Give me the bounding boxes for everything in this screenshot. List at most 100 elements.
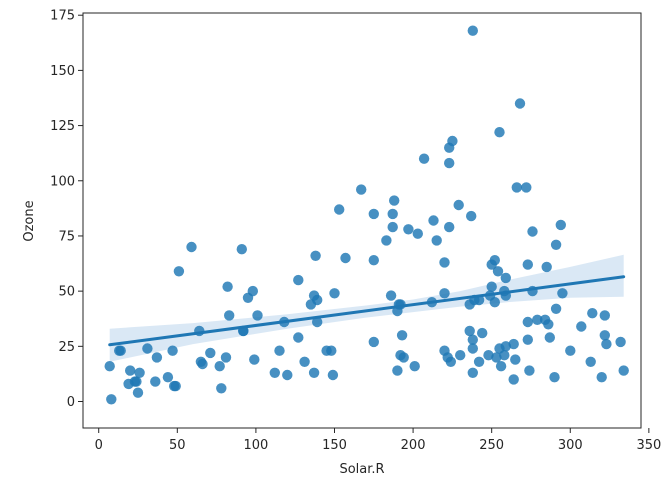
data-point	[293, 332, 304, 343]
data-point	[106, 394, 117, 405]
data-point	[205, 347, 216, 359]
data-point	[142, 343, 153, 354]
data-point	[368, 336, 379, 348]
data-point	[398, 352, 409, 363]
data-point	[134, 367, 145, 378]
y-tick-label: 175	[50, 9, 75, 24]
data-point	[431, 235, 442, 246]
data-point	[455, 350, 466, 361]
data-point	[249, 354, 260, 365]
x-tick-label: 100	[243, 438, 268, 453]
data-point	[576, 321, 587, 332]
data-point	[587, 308, 598, 319]
data-point	[514, 98, 526, 109]
data-point	[585, 356, 596, 367]
y-tick-label: 150	[50, 64, 75, 79]
data-point	[555, 219, 566, 231]
x-tick-label: 350	[636, 438, 661, 453]
data-point	[409, 361, 420, 372]
data-point	[500, 341, 511, 352]
data-point	[334, 204, 345, 215]
data-point	[510, 354, 521, 365]
data-point	[115, 345, 126, 356]
data-point	[186, 241, 197, 253]
data-point	[492, 266, 504, 277]
data-point	[508, 374, 519, 385]
data-point	[444, 157, 455, 169]
data-point	[521, 182, 532, 193]
data-point	[389, 195, 400, 206]
data-point	[170, 380, 181, 392]
data-point	[467, 367, 478, 378]
data-point	[220, 352, 232, 363]
data-point	[299, 356, 310, 367]
x-tick-label: 250	[479, 438, 504, 453]
data-point	[486, 281, 497, 292]
data-point	[467, 343, 478, 354]
data-point	[310, 250, 321, 261]
data-point	[499, 350, 510, 361]
data-point	[387, 221, 398, 233]
x-tick-label: 150	[322, 438, 347, 453]
data-point	[618, 365, 629, 376]
data-point	[599, 330, 610, 341]
x-axis-label: Solar.R	[339, 462, 384, 477]
data-point	[252, 310, 263, 321]
data-point	[527, 226, 538, 237]
data-point	[444, 221, 455, 233]
data-point	[403, 224, 414, 235]
data-point	[544, 332, 555, 343]
x-tick-label: 50	[169, 438, 186, 453]
data-point	[428, 215, 439, 226]
data-point	[473, 356, 485, 367]
data-point	[477, 327, 488, 339]
data-point	[216, 383, 227, 394]
data-point	[453, 199, 464, 211]
data-point	[565, 345, 576, 356]
data-point	[381, 235, 392, 246]
data-point	[500, 272, 511, 284]
data-point	[467, 25, 478, 36]
data-point	[447, 135, 458, 147]
data-point	[601, 338, 612, 350]
data-point	[522, 316, 533, 328]
data-point	[491, 352, 502, 363]
y-axis-label: Ozone	[22, 200, 37, 241]
data-point	[104, 361, 115, 372]
data-point	[329, 288, 340, 299]
data-point	[418, 153, 430, 164]
data-point	[495, 361, 507, 372]
data-point	[508, 338, 519, 350]
plot-area	[82, 12, 642, 429]
data-point	[173, 266, 185, 277]
data-point	[312, 316, 323, 328]
data-point	[132, 387, 144, 398]
data-point	[214, 361, 225, 372]
data-point	[524, 365, 535, 376]
data-point	[412, 228, 423, 239]
data-point	[282, 369, 293, 381]
plot-frame	[83, 13, 641, 428]
data-point	[439, 288, 450, 299]
y-tick-label: 75	[58, 229, 75, 244]
data-point	[162, 372, 174, 383]
y-tick-label: 25	[58, 340, 75, 355]
data-point	[312, 294, 323, 306]
data-point	[150, 376, 161, 387]
data-point	[549, 372, 560, 383]
data-point	[125, 365, 136, 376]
data-point	[151, 352, 163, 363]
data-point	[224, 310, 235, 321]
y-axis: 0 25 50 75 100 125 150 175	[50, 9, 83, 410]
data-point	[494, 127, 505, 138]
data-point	[483, 350, 494, 361]
axes-frame	[82, 12, 642, 429]
data-point	[392, 365, 403, 376]
y-tick-label: 0	[67, 395, 75, 410]
data-point	[197, 358, 208, 370]
data-point	[596, 372, 607, 383]
y-tick-label: 100	[50, 174, 75, 189]
data-point	[327, 369, 339, 381]
data-point	[557, 288, 568, 299]
